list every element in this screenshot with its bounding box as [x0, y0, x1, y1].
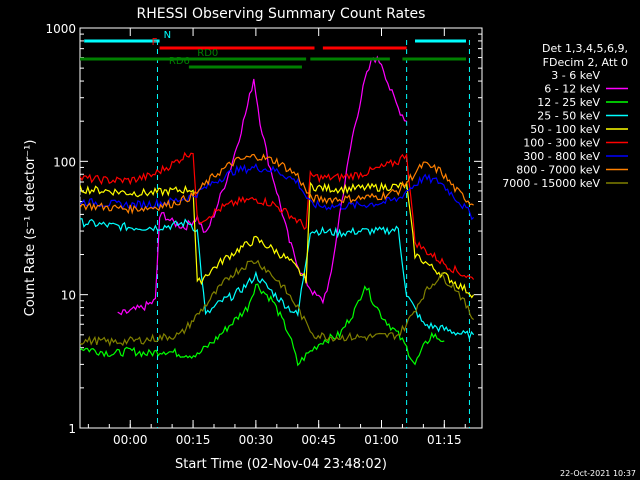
legend-label-4: 50 - 100 keV: [530, 123, 600, 136]
flag-label-rd6: RD6: [169, 56, 190, 67]
series-line-5: [80, 151, 475, 280]
legend-label-5: 100 - 300 keV: [523, 137, 600, 150]
series-line-8: [80, 259, 474, 347]
legend-label-2: 12 - 25 keV: [537, 96, 600, 109]
x-tick-label-0: 00:00: [113, 433, 148, 447]
legend-header-line-1: Det 1,3,4,5,6,9,: [542, 42, 628, 55]
x-axis-label: Start Time (02-Nov-04 23:48:02): [175, 457, 387, 472]
y-tick-label-2: 100: [53, 155, 76, 169]
legend-label-6: 300 - 800 keV: [523, 150, 600, 163]
flag-label-n: N: [164, 30, 171, 41]
plot-frame: [79, 27, 483, 429]
x-tick-label-5: 01:15: [427, 433, 462, 447]
x-tick-label-3: 00:45: [301, 433, 336, 447]
y-tick-label-3: 1000: [45, 22, 76, 36]
chart-title: RHESSI Observing Summary Count Rates: [137, 6, 426, 22]
series-line-1: [117, 55, 407, 316]
legend-label-3: 25 - 50 keV: [537, 110, 600, 123]
legend-label-7: 800 - 7000 keV: [516, 164, 600, 177]
flag-label-rd0: RD0: [197, 48, 218, 59]
y-tick-label-0: 1: [68, 422, 76, 436]
x-tick-label-2: 00:30: [239, 433, 274, 447]
legend-label-8: 7000 - 15000 keV: [502, 177, 600, 190]
legend-header-line-2: FDecim 2, Att 0: [543, 56, 628, 69]
series-line-4: [80, 180, 475, 299]
series-line-6: [80, 163, 475, 221]
legend-label-0: 3 - 6 keV: [551, 69, 600, 82]
series-line-7: [80, 153, 474, 215]
series-line-3: [80, 218, 475, 341]
footer-date: 22-Oct-2021 10:37: [560, 469, 636, 478]
legend-label-1: 6 - 12 keV: [544, 83, 600, 96]
series-line-2: [80, 283, 445, 367]
x-tick-label-1: 00:15: [176, 433, 211, 447]
y-axis-label: Count Rate (s⁻¹ detector⁻¹): [23, 140, 38, 317]
x-tick-label-4: 01:00: [364, 433, 399, 447]
y-tick-label-1: 10: [61, 289, 76, 303]
flag-label-f: F: [152, 37, 158, 48]
